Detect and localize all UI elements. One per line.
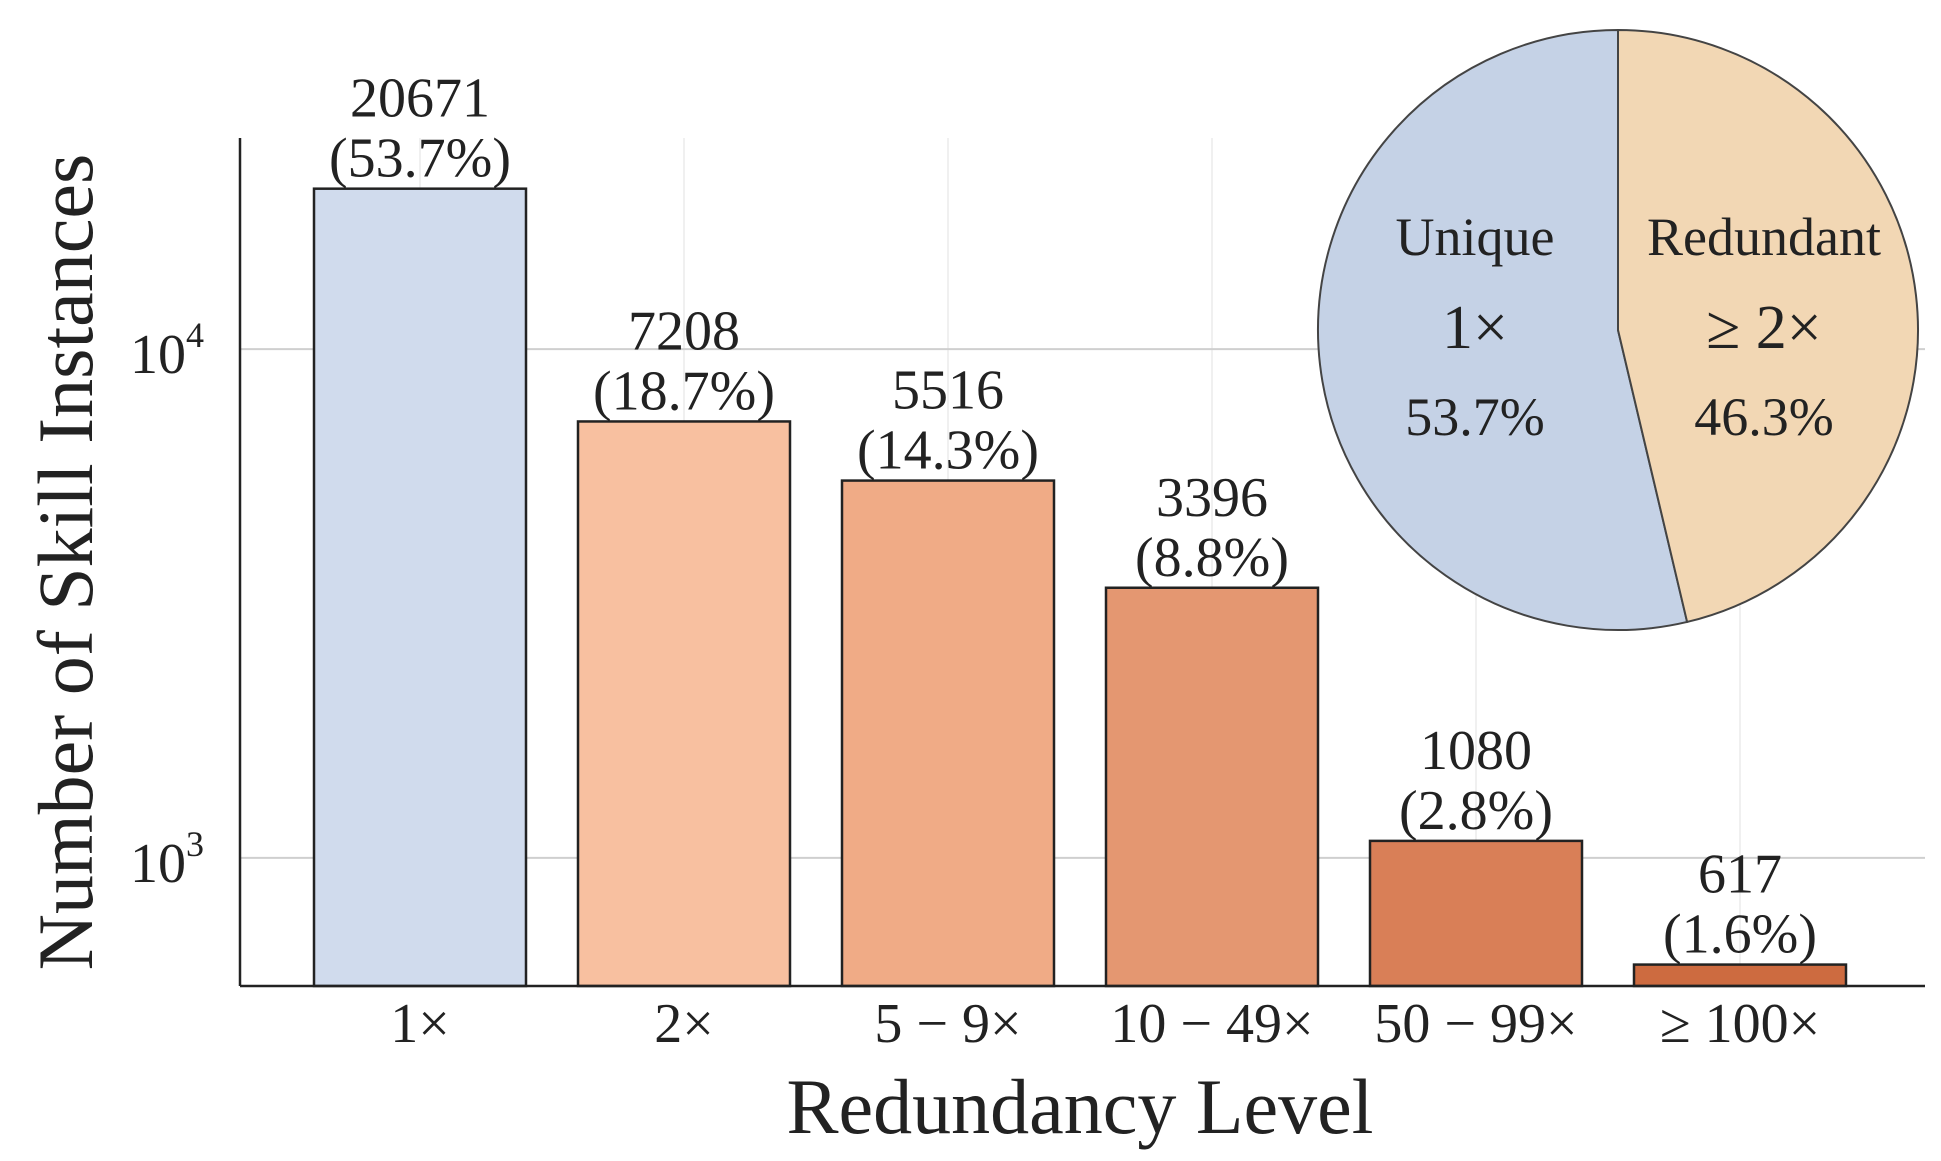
x-tick-label: 5 − 9× (874, 993, 1021, 1055)
x-tick-label: 10 − 49× (1110, 993, 1313, 1055)
pie-slice (1617, 28, 1920, 624)
pie-slice-percent: 46.3% (1694, 387, 1833, 447)
bar-labels: 20671(53.7%) 7208(18.7%) 5516(14.3%) 3396(8… (329, 68, 1817, 966)
bar-value-label: 7208 (628, 300, 740, 362)
bar (576, 420, 792, 988)
bar-value-label: 1080 (1420, 720, 1532, 782)
pie-slice-label: Redundant (1647, 207, 1881, 267)
x-tick-label: 2× (654, 993, 714, 1055)
pie-slice-label: Unique (1396, 207, 1555, 267)
bar-value-label: 617 (1698, 844, 1782, 906)
bar (1104, 586, 1320, 988)
y-axis-title: Number of Skill Instances (22, 154, 109, 971)
axes (238, 138, 1925, 988)
bar (840, 479, 1056, 988)
bar-percent-label: (18.7%) (593, 360, 775, 422)
bar-series (312, 187, 1848, 988)
x-tick-label: 50 − 99× (1374, 993, 1577, 1055)
pie-chart: Unique 1× 53.7% Redundant ≥ 2× 46.3% (1317, 28, 1920, 631)
pie-slice-sublabel: 1× (1442, 294, 1508, 362)
bar-value-label: 20671 (350, 68, 490, 130)
bar-value-label: 5516 (892, 360, 1004, 422)
pie-slice (1317, 28, 1689, 631)
y-tick-label: 104 (130, 315, 204, 386)
bar-percent-label: (53.7%) (329, 128, 511, 190)
x-axis-title: Redundancy Level (787, 1063, 1374, 1150)
pie-slice-percent: 53.7% (1405, 387, 1544, 447)
bar-value-label: 3396 (1156, 467, 1268, 529)
y-tick-label: 103 (130, 824, 204, 895)
bar (1632, 963, 1848, 988)
bar (1368, 839, 1584, 988)
axis-ticks: 1× 2× 5 − 9× 10 − 49× 50 − 99× ≥ 100× 103 104 (130, 315, 1820, 1055)
bar (312, 187, 528, 988)
x-tick-label: ≥ 100× (1660, 993, 1820, 1055)
bar-percent-label: (14.3%) (857, 420, 1039, 482)
bar-percent-label: (8.8%) (1135, 527, 1289, 589)
pie-slice-sublabel: ≥ 2× (1706, 294, 1822, 362)
x-tick-label: 1× (390, 993, 450, 1055)
bar-percent-label: (2.8%) (1399, 780, 1553, 842)
bar-percent-label: (1.6%) (1663, 904, 1817, 966)
